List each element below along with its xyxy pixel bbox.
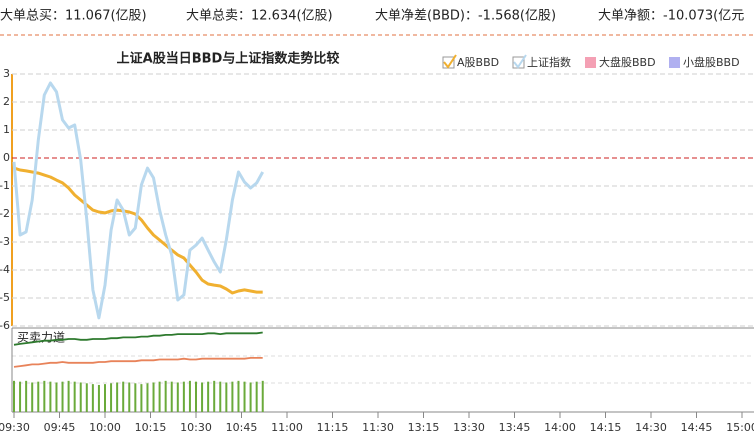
x-tick-label: 11:30: [362, 421, 394, 434]
x-tick-label: 14:15: [590, 421, 622, 434]
bar: [243, 381, 246, 412]
bar: [43, 380, 46, 412]
legend-label: 小盘股BBD: [683, 55, 740, 69]
panel-title: 买卖力道: [17, 331, 65, 345]
bar: [219, 381, 222, 412]
bar: [85, 383, 88, 412]
bar: [140, 384, 143, 412]
legend-swatch[interactable]: [669, 57, 680, 68]
y-tick-label: -4: [0, 263, 10, 276]
series-line: [13, 331, 263, 346]
bar: [67, 380, 70, 412]
bar: [73, 381, 76, 412]
legend-swatch[interactable]: [585, 57, 596, 68]
bar: [122, 381, 125, 412]
bar: [134, 383, 137, 412]
x-tick-label: 14:45: [681, 421, 713, 434]
x-tick-label: 10:30: [180, 421, 212, 434]
bar: [237, 380, 240, 412]
bar: [231, 381, 234, 412]
bar: [61, 381, 64, 412]
bar: [170, 381, 173, 412]
y-tick-label: -3: [0, 235, 10, 248]
x-tick-label: 11:00: [271, 421, 303, 434]
x-tick-label: 14:00: [544, 421, 576, 434]
bar: [195, 381, 197, 412]
bar: [146, 383, 149, 412]
bar: [213, 380, 216, 412]
x-tick-label: 13:45: [499, 421, 531, 434]
bar: [128, 382, 131, 412]
bar: [55, 382, 58, 412]
series-line: [13, 357, 263, 368]
bar: [13, 380, 15, 412]
bar: [207, 381, 210, 412]
x-tick-label: 10:00: [89, 421, 121, 434]
legend-label: 上证指数: [527, 55, 571, 69]
y-tick-label: -2: [0, 207, 10, 220]
bar: [152, 382, 155, 412]
x-tick-label: 11:15: [317, 421, 349, 434]
bar: [19, 381, 22, 412]
bar: [91, 384, 94, 412]
bar: [37, 381, 40, 412]
bar: [116, 382, 119, 412]
y-tick-label: 3: [3, 67, 10, 80]
y-tick-label: -6: [0, 319, 10, 332]
x-tick-label: 14:30: [635, 421, 667, 434]
bar: [261, 380, 264, 412]
bar: [25, 380, 28, 412]
bar: [79, 382, 82, 412]
bar: [31, 382, 34, 412]
bar: [249, 382, 252, 412]
y-tick-label: 1: [3, 123, 10, 136]
series-line: [12, 81, 265, 320]
x-tick-label: 10:15: [135, 421, 167, 434]
series-line: [13, 166, 263, 295]
chart-title: 上证A股当日BBD与上证指数走势比较: [117, 51, 340, 67]
x-tick-label: 13:15: [408, 421, 440, 434]
y-tick-label: 2: [3, 95, 10, 108]
y-tick-label: 0: [3, 151, 10, 164]
bar: [110, 383, 113, 412]
y-tick-label: -5: [0, 291, 10, 304]
bar: [255, 381, 258, 412]
bar: [201, 382, 204, 412]
y-labels: -6 -5 -4 -3 -2 -1 0 1 2 3: [0, 67, 10, 332]
bar: [188, 380, 191, 412]
x-tick-label: 10:45: [226, 421, 258, 434]
header-item: 大单净额：-10.073(亿元: [598, 9, 744, 24]
legend-label: 大盘股BBD: [599, 55, 656, 69]
bar: [158, 381, 161, 412]
legend-label: A股BBD: [457, 56, 499, 69]
bar: [97, 384, 100, 412]
bar: [49, 381, 52, 412]
y-tick-label: -1: [0, 179, 10, 192]
bar: [176, 382, 179, 412]
x-tick-label: 13:30: [453, 421, 485, 434]
bar: [182, 381, 185, 412]
x-tick-label: 09:30: [0, 421, 30, 434]
legend-check: [443, 54, 457, 69]
bar: [225, 382, 228, 412]
bar: [164, 380, 167, 412]
x-tick-label: 09:45: [44, 421, 76, 434]
header-item: 大单总买：11.067(亿股): [0, 9, 147, 24]
legend-check: [513, 54, 527, 69]
header-item: 大单净差(BBD)：-1.568(亿股): [375, 9, 556, 24]
header-item: 大单总卖：12.634(亿股): [186, 9, 333, 24]
bar: [104, 384, 106, 412]
x-tick-label: 15:00: [726, 421, 754, 434]
